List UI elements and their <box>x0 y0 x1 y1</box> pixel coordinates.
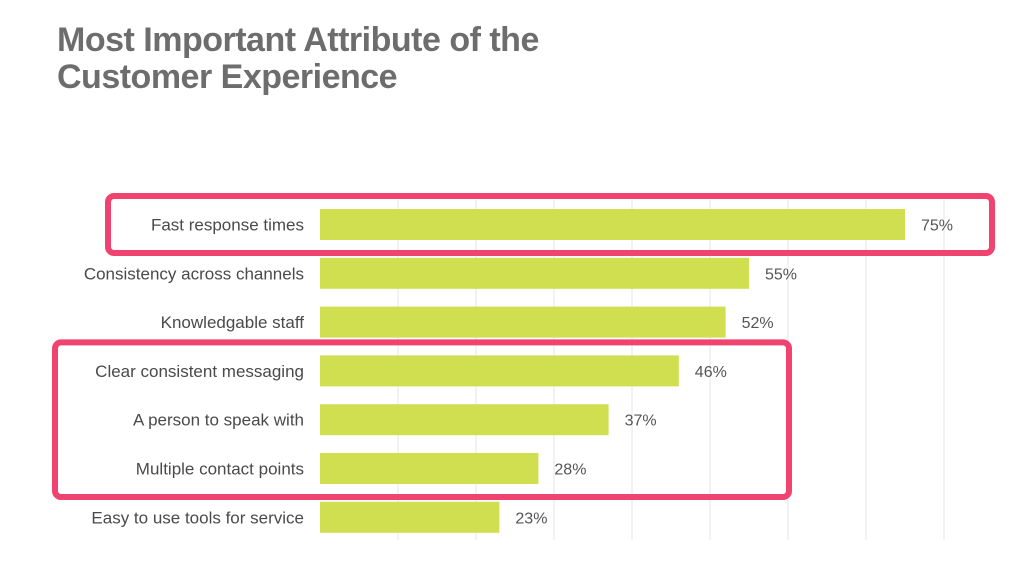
value-label: 37% <box>625 413 657 430</box>
highlight-box <box>105 193 995 256</box>
bar <box>320 453 539 484</box>
value-label: 23% <box>515 510 547 527</box>
bar <box>320 257 749 289</box>
value-label: 55% <box>765 266 797 283</box>
value-label: 28% <box>554 462 586 479</box>
value-labels: 75% 55% 52% 46% 37% 28% 23% <box>515 218 953 528</box>
bar <box>320 404 609 436</box>
category-label: A person to speak with <box>133 411 304 430</box>
bar <box>320 306 726 338</box>
bar <box>320 355 679 387</box>
category-label: Consistency across channels <box>84 264 304 283</box>
highlight-box <box>52 339 792 500</box>
category-label: Multiple contact points <box>136 460 304 479</box>
chart-title: Most Important Attribute of the Customer… <box>57 22 757 96</box>
chart-title-line-1: Most Important Attribute of the <box>57 21 539 59</box>
highlight-boxes <box>52 193 995 500</box>
category-label: Fast response times <box>151 216 304 235</box>
value-label: 75% <box>921 218 953 235</box>
value-label: 46% <box>695 364 727 381</box>
category-label: Easy to use tools for service <box>91 508 304 527</box>
bar <box>320 501 500 533</box>
category-label: Knowledgable staff <box>161 313 305 332</box>
chart-title-line-2: Customer Experience <box>57 58 398 96</box>
bars <box>320 209 905 533</box>
bar <box>320 209 905 240</box>
category-label: Clear consistent messaging <box>95 362 304 381</box>
category-labels: Fast response times Consistency across ch… <box>84 216 304 528</box>
value-label: 52% <box>742 315 774 332</box>
